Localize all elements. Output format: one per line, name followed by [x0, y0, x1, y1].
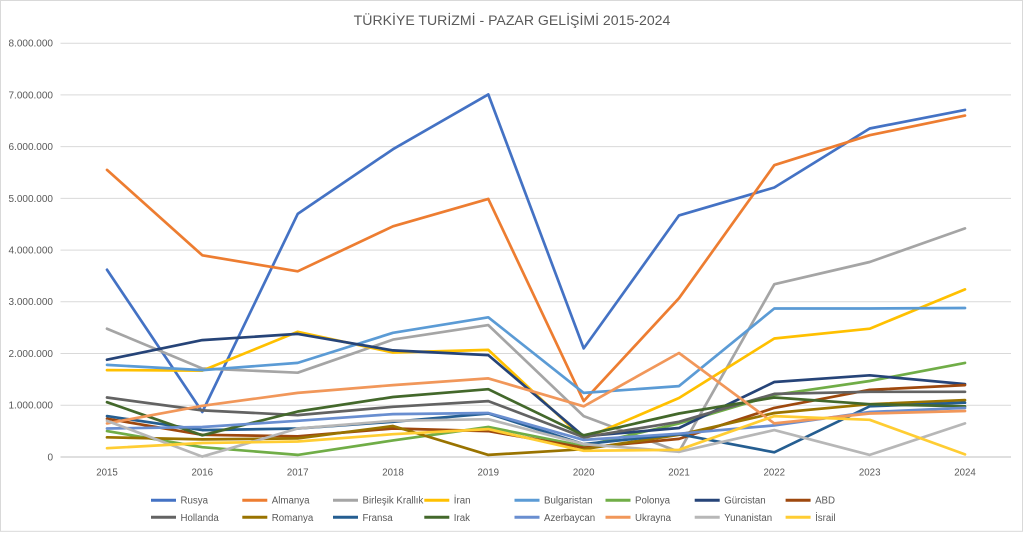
- svg-text:4.000.000: 4.000.000: [9, 246, 54, 257]
- svg-text:1.000.000: 1.000.000: [9, 401, 54, 412]
- svg-text:Yunanistan: Yunanistan: [724, 513, 772, 524]
- svg-text:Birleşik Krallık: Birleşik Krallık: [363, 496, 424, 507]
- svg-text:8.000.000: 8.000.000: [9, 39, 54, 50]
- svg-text:ABD: ABD: [815, 496, 835, 507]
- svg-text:5.000.000: 5.000.000: [9, 194, 54, 205]
- svg-text:2017: 2017: [287, 468, 309, 479]
- svg-text:2020: 2020: [573, 468, 595, 479]
- svg-text:2023: 2023: [859, 468, 881, 479]
- svg-text:Azerbaycan: Azerbaycan: [544, 513, 595, 524]
- svg-text:Gürcistan: Gürcistan: [724, 496, 765, 507]
- svg-text:2022: 2022: [764, 468, 786, 479]
- svg-text:Romanya: Romanya: [272, 513, 314, 524]
- svg-text:Fransa: Fransa: [363, 513, 394, 524]
- svg-text:İran: İran: [454, 496, 471, 507]
- svg-text:Irak: Irak: [454, 513, 470, 524]
- svg-text:Bulgaristan: Bulgaristan: [544, 496, 592, 507]
- svg-text:Ukrayna: Ukrayna: [635, 513, 672, 524]
- svg-text:2024: 2024: [954, 468, 976, 479]
- svg-text:2019: 2019: [478, 468, 500, 479]
- svg-text:Almanya: Almanya: [272, 496, 310, 507]
- svg-text:6.000.000: 6.000.000: [9, 142, 54, 153]
- svg-text:7.000.000: 7.000.000: [9, 90, 54, 101]
- svg-text:Hollanda: Hollanda: [181, 513, 220, 524]
- svg-text:0: 0: [47, 452, 53, 463]
- svg-text:2.000.000: 2.000.000: [9, 349, 54, 360]
- svg-text:TÜRKİYE TURİZMİ - PAZAR GELİŞİ: TÜRKİYE TURİZMİ - PAZAR GELİŞİMİ 2015-20…: [354, 11, 671, 28]
- svg-text:İsrail: İsrail: [815, 513, 835, 524]
- svg-text:Rusya: Rusya: [181, 496, 209, 507]
- svg-text:3.000.000: 3.000.000: [9, 297, 54, 308]
- svg-text:2015: 2015: [96, 468, 118, 479]
- svg-text:2018: 2018: [382, 468, 404, 479]
- svg-text:2016: 2016: [192, 468, 214, 479]
- svg-text:2021: 2021: [668, 468, 690, 479]
- svg-text:Polonya: Polonya: [635, 496, 671, 507]
